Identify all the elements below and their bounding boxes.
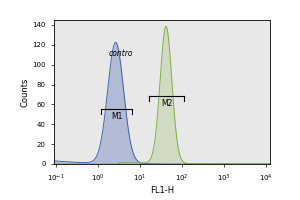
- X-axis label: FL1-H: FL1-H: [150, 186, 174, 195]
- Y-axis label: Counts: Counts: [20, 77, 29, 107]
- Text: M1: M1: [111, 112, 123, 121]
- Text: contro: contro: [109, 49, 133, 58]
- Text: M2: M2: [161, 99, 172, 108]
